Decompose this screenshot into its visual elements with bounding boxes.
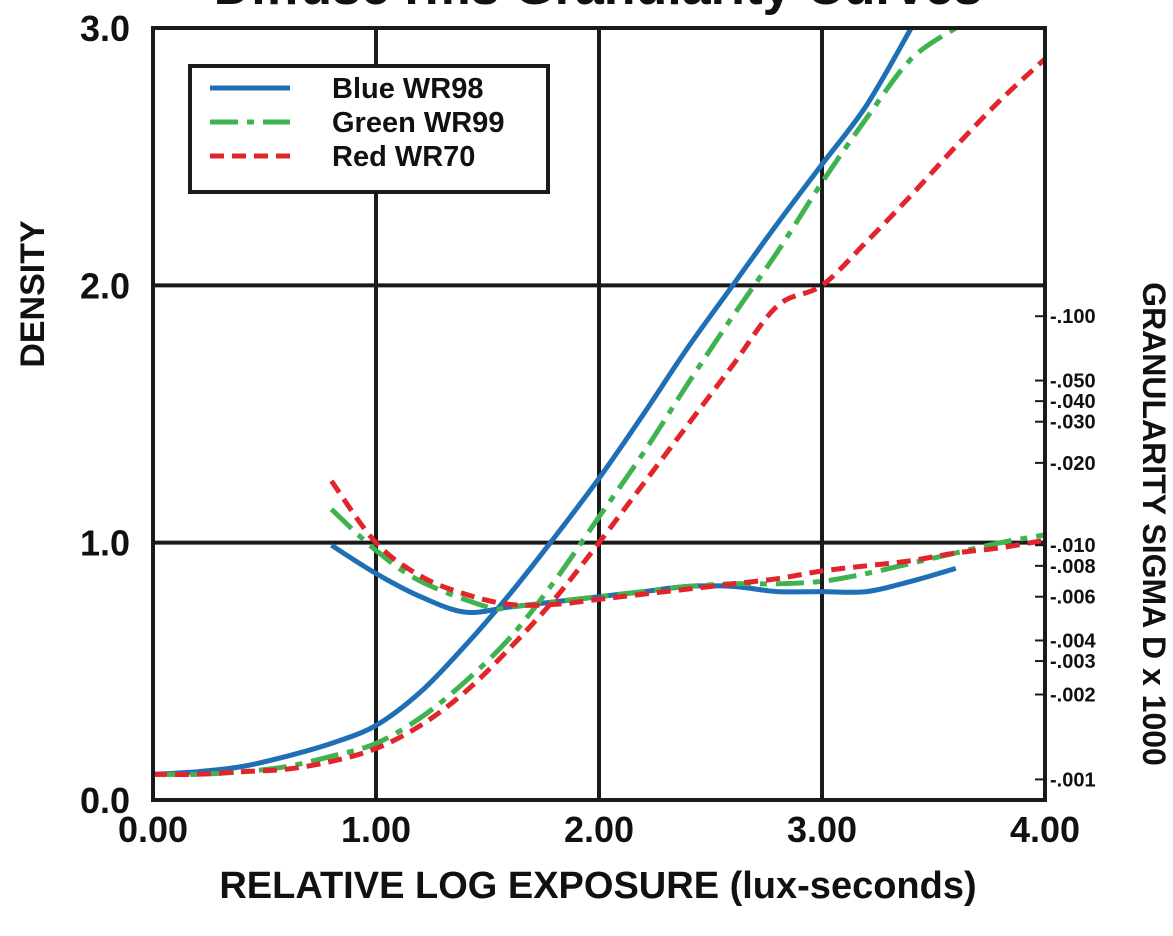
- y-tick-label-3: 3.0: [80, 8, 130, 49]
- x-tick-label-2: 2.00: [564, 809, 634, 850]
- y2-tick-label-7: -.006: [1050, 587, 1096, 609]
- plot-frame: [151, 26, 1047, 802]
- series-1-density-line: [153, 28, 958, 777]
- x-tick-labels: 0.00 1.00 2.00 3.00 4.00: [118, 809, 1080, 850]
- y2-tick-label-10: -.002: [1050, 684, 1096, 706]
- y2-tick-label-1: -.050: [1050, 371, 1096, 393]
- y2-tick-label-3: -.030: [1050, 412, 1096, 434]
- y-tick-label-0: 0.0: [80, 780, 130, 821]
- legend-label-1: Green WR99: [332, 107, 504, 139]
- y2-tick-label-2: -.040: [1050, 391, 1096, 413]
- x-tick-label-3: 3.00: [787, 809, 857, 850]
- y2-tick-label-9: -.003: [1050, 651, 1096, 673]
- y2-tick-label-8: -.004: [1050, 630, 1096, 652]
- chart-title: Diffuse rms Granularity Curves: [214, 0, 983, 16]
- y-tick-label-1: 1.0: [80, 523, 130, 564]
- legend-label-2: Red WR70: [332, 141, 475, 173]
- y2-tick-label-6: -.008: [1050, 556, 1096, 578]
- series-2-density-line: [153, 57, 1045, 777]
- series-0-density-line: [153, 28, 914, 777]
- x-tick-label-1: 1.00: [341, 809, 411, 850]
- y2-tick-label-11: -.001: [1050, 769, 1096, 791]
- x-tick-label-4: 4.00: [1010, 809, 1080, 850]
- y2-tick-label-4: -.020: [1050, 453, 1096, 475]
- y-tick-label-2: 2.0: [80, 265, 130, 306]
- y2-tick-label-5: -.010: [1050, 535, 1096, 557]
- series-2-granularity-line: [329, 479, 1045, 608]
- y-tick-labels: 0.0 1.0 2.0 3.0: [80, 8, 130, 821]
- y2-tick-labels: -.100 -.050-.040-.030 -.020 -.010-.008 -.006…: [1035, 306, 1096, 791]
- y2-axis-label: GRANULARITY SIGMA D x 1000: [1136, 282, 1172, 766]
- x-tick-label-0: 0.00: [118, 809, 188, 850]
- y2-tick-label-0: -.100: [1050, 306, 1096, 328]
- legend-label-0: Blue WR98: [332, 73, 483, 105]
- y-axis-label: DENSITY: [14, 220, 52, 368]
- series-layer: [153, 28, 1045, 777]
- x-axis-label: RELATIVE LOG EXPOSURE (lux-seconds): [219, 865, 976, 907]
- series-1-granularity-line: [329, 507, 1045, 612]
